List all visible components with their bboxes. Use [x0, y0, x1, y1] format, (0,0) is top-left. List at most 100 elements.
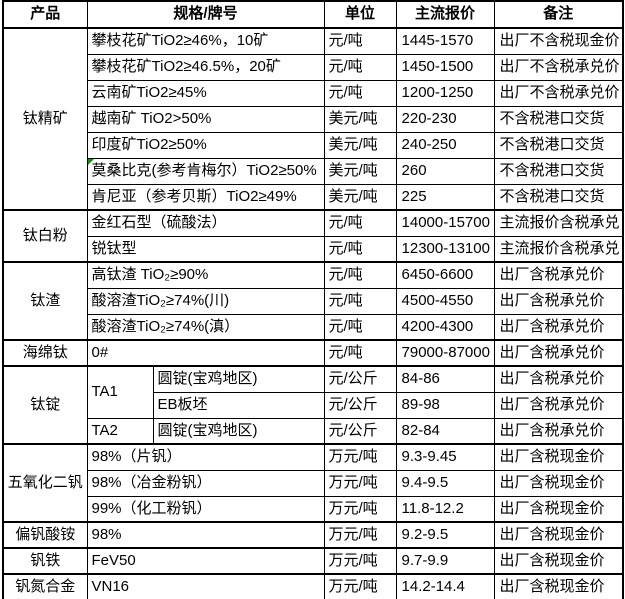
table-row: 云南矿TiO2≥45% 元/吨 1200-1250 出厂不含税承兑价: [3, 79, 624, 107]
table-row: 钛渣 高钛渣 TiO₂≥90% 元/吨 6450-6600 出厂含税承兑价: [2, 261, 624, 341]
note-cell: 不含税港口交货: [493, 131, 624, 159]
spec-cell: 98%（片钒）: [86, 443, 325, 471]
unit-cell: 元/公斤: [323, 365, 397, 393]
price-cell: 12300-13100: [395, 235, 495, 263]
unit-cell: 美元/吨: [323, 183, 397, 211]
note-cell: 出厂含税现金价: [493, 443, 624, 471]
spec-cell: 攀枝花矿TiO2≥46.5%，20矿: [86, 53, 325, 81]
unit-cell: 万元/吨: [323, 521, 397, 549]
spec-cell: VN16: [86, 573, 325, 599]
spec-cell: 圆锭(宝鸡地区): [152, 417, 325, 445]
table-row: TA2 圆锭(宝鸡地区) 元/公斤 82-84 出厂含税承兑价: [3, 417, 624, 445]
price-table-body: 钛精矿 攀枝花矿TiO2≥46%，10矿 元/吨 1445-1570 出厂不含税现金价攀…: [2, 27, 624, 599]
unit-cell: 元/公斤: [323, 417, 397, 445]
price-cell: 9.4-9.5: [395, 469, 495, 497]
unit-cell: 美元/吨: [323, 105, 397, 133]
table-row: 钛白粉 金红石型（硫酸法） 元/吨 14000-15700 主流报价含税承兑: [2, 209, 624, 263]
spec-cell: 酸溶渣TiO₂≥74%(川): [86, 287, 325, 315]
unit-cell: 元/吨: [323, 261, 397, 289]
note-cell: 出厂含税承兑价: [493, 391, 624, 419]
price-cell: 9.7-9.9: [395, 547, 495, 575]
product-cell: 五氧化二钒: [2, 443, 88, 523]
price-cell: 6450-6600: [395, 261, 495, 289]
header-spec: 规格/牌号: [86, 0, 325, 29]
spec-cell: 圆锭(宝鸡地区): [152, 365, 325, 393]
price-cell: 9.3-9.45: [395, 443, 495, 471]
price-cell: 89-98: [395, 391, 495, 419]
note-cell: 不含税港口交货: [493, 157, 624, 185]
unit-cell: 元/吨: [323, 209, 397, 237]
unit-cell: 元/吨: [323, 53, 397, 81]
product-cell: 钛锭: [2, 365, 88, 445]
table-row: 印度矿TiO2≥50% 美元/吨 240-250 不含税港口交货: [3, 131, 624, 159]
price-cell: 1450-1500: [395, 53, 495, 81]
note-cell: 出厂含税承兑价: [493, 261, 624, 289]
note-cell: 出厂含税承兑价: [493, 417, 624, 445]
unit-cell: 元/公斤: [323, 391, 397, 419]
price-cell: 14.2-14.4: [395, 573, 495, 599]
header-price: 主流报价: [395, 0, 495, 29]
table-row: 99%（化工粉钒） 万元/吨 11.8-12.2 出厂含税现金价: [3, 495, 624, 523]
note-cell: 出厂含税承兑价: [493, 313, 624, 341]
product-cell: 钛渣: [2, 261, 88, 341]
note-cell: 出厂含税现金价: [493, 547, 624, 575]
table-row: 越南矿 TiO2>50% 美元/吨 220-230 不含税港口交货: [3, 105, 624, 133]
header-product: 产品: [2, 0, 88, 29]
price-cell: 1200-1250: [395, 79, 495, 107]
unit-cell: 万元/吨: [323, 469, 397, 497]
table-row: 攀枝花矿TiO2≥46.5%，20矿 元/吨 1450-1500 出厂不含税承兑价: [3, 53, 624, 81]
product-cell: 海绵钛: [2, 339, 88, 367]
spec-cell: 印度矿TiO2≥50%: [86, 131, 325, 159]
spec-cell: 越南矿 TiO2>50%: [86, 105, 325, 133]
note-cell: 不含税港口交货: [493, 183, 624, 211]
note-cell: 出厂不含税承兑价: [493, 53, 624, 81]
price-cell: 4500-4550: [395, 287, 495, 315]
unit-cell: 万元/吨: [323, 495, 397, 523]
spec-cell: 99%（化工粉钒）: [86, 495, 325, 523]
price-cell: 4200-4300: [395, 313, 495, 341]
note-cell: 出厂不含税现金价: [493, 27, 624, 55]
header-note: 备注: [493, 0, 624, 29]
spec-cell: 98%（冶金粉钒）: [86, 469, 325, 497]
table-row: 98%（冶金粉钒） 万元/吨 9.4-9.5 出厂含税现金价: [3, 469, 624, 497]
price-cell: 14000-15700: [395, 209, 495, 237]
unit-cell: 美元/吨: [323, 131, 397, 159]
table-header-row: 产品 规格/牌号 单位 主流报价 备注: [2, 0, 624, 29]
spec-cell: 云南矿TiO2≥45%: [86, 79, 325, 107]
price-cell: 84-86: [395, 365, 495, 393]
unit-cell: 万元/吨: [323, 443, 397, 471]
product-cell: 偏钒酸铵: [2, 521, 88, 549]
price-cell: 79000-87000: [395, 339, 495, 367]
table-row: 五氧化二钒 98%（片钒） 万元/吨 9.3-9.45 出厂含税现金价: [2, 443, 624, 523]
price-cell: 1445-1570: [395, 27, 495, 55]
unit-cell: 元/吨: [323, 235, 397, 263]
spec-cell: 攀枝花矿TiO2≥46%，10矿: [86, 27, 325, 55]
note-cell: 出厂含税现金价: [493, 573, 624, 599]
price-cell: 82-84: [395, 417, 495, 445]
spec-cell: 金红石型（硫酸法）: [86, 209, 325, 237]
spec-cell: 莫桑比克(参考肯梅尔）TiO2≥50%: [86, 157, 325, 185]
spec-cell: 98%: [86, 521, 325, 549]
table-row: 酸溶渣TiO₂≥74%(滇） 元/吨 4200-4300 出厂含税承兑价: [3, 313, 624, 341]
spec-cell: 酸溶渣TiO₂≥74%(滇）: [86, 313, 325, 341]
table-row: 偏钒酸铵 98% 万元/吨 9.2-9.5 出厂含税现金价: [2, 521, 624, 549]
product-cell: 钛精矿: [2, 27, 88, 211]
table-row: 钛锭 TA1 圆锭(宝鸡地区) 元/公斤 84-86 出厂含税承兑价: [2, 365, 624, 445]
note-cell: 出厂含税现金价: [493, 521, 624, 549]
spec-cell: 锐钛型: [86, 235, 325, 263]
product-cell: 钛白粉: [2, 209, 88, 263]
note-cell: 不含税港口交货: [493, 105, 624, 133]
unit-cell: 美元/吨: [323, 157, 397, 185]
table-row: 海绵钛 0# 元/吨 79000-87000 出厂含税承兑价: [2, 339, 624, 367]
unit-cell: 元/吨: [323, 339, 397, 367]
spec-cell: 肯尼亚（参考贝斯）TiO2≥49%: [86, 183, 325, 211]
note-cell: 出厂含税承兑价: [493, 365, 624, 393]
product-cell: 钒氮合金: [2, 573, 88, 599]
note-cell: 出厂不含税承兑价: [493, 79, 624, 107]
unit-cell: 元/吨: [323, 27, 397, 55]
price-cell: 11.8-12.2: [395, 495, 495, 523]
unit-cell: 元/吨: [323, 287, 397, 315]
note-cell: 出厂含税承兑价: [493, 339, 624, 367]
